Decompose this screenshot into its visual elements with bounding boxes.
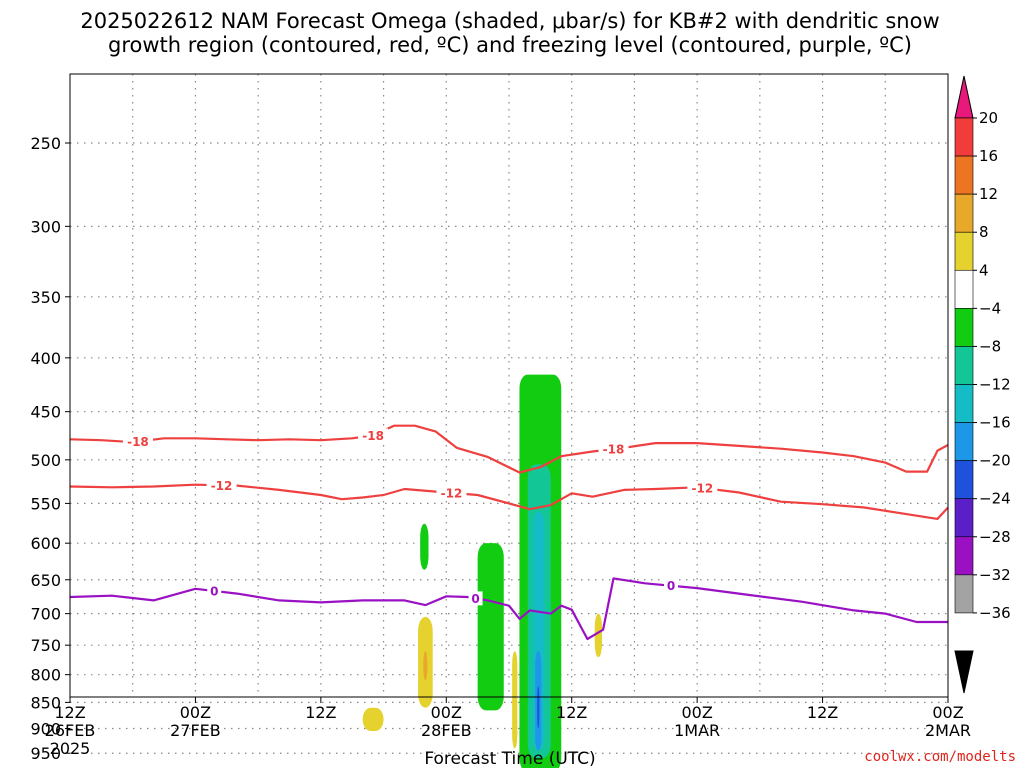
contour-line (69, 424, 949, 474)
colorbar-top-arrow (954, 75, 974, 119)
colorbar-label: 20 (979, 109, 998, 127)
y-tick-label: 300 (30, 217, 61, 236)
x-tick-label: 28FEB (421, 721, 472, 740)
contour-label: -18 (127, 435, 149, 449)
y-tick-label: 450 (30, 403, 61, 422)
contour-label-bg (358, 428, 389, 443)
contour-label-bg (206, 478, 237, 493)
colorbar-label: −8 (979, 337, 1001, 355)
contour-label-bg (664, 578, 679, 593)
contour-label: -12 (441, 486, 463, 500)
colorbar-label: −28 (979, 528, 1011, 546)
y-tick-label: 900 (30, 720, 61, 739)
colorbar-bin (954, 346, 974, 385)
contour-label-bg (207, 583, 222, 598)
colorbar-label: −12 (979, 376, 1011, 394)
x-tick-label: 26FEB (45, 721, 96, 740)
colorbar-bin (954, 384, 974, 423)
colorbar-label: −36 (979, 604, 1011, 622)
contour-line (69, 577, 948, 641)
colorbar-label: 16 (979, 147, 998, 165)
x-tick-label: 2025 (50, 739, 91, 758)
omega-region (537, 685, 540, 729)
colorbar-label: 4 (979, 261, 989, 279)
contour-label-bg (687, 480, 718, 495)
colorbar-label: −24 (979, 490, 1011, 508)
x-axis-label: Forecast Time (UTC) (424, 749, 595, 768)
omega-region (512, 651, 518, 749)
omega-region (362, 707, 384, 732)
colorbar-bin (954, 422, 974, 461)
contour-label-bg (436, 485, 467, 500)
colorbar-label: −16 (979, 414, 1011, 432)
x-tick-label: 2MAR (925, 721, 971, 740)
y-tick-label: 950 (30, 744, 61, 763)
colorbar-bin (954, 231, 974, 271)
omega-region (594, 613, 603, 658)
omega-region (477, 543, 504, 711)
x-tick-label: 00Z (681, 703, 712, 722)
contour-label-bg (468, 591, 483, 606)
colorbar-label: −4 (979, 299, 1001, 317)
grid-lines (70, 74, 948, 754)
x-tick-label: 12Z (807, 703, 838, 722)
x-tick-label: 00Z (932, 703, 963, 722)
x-tick-label: 00Z (431, 703, 462, 722)
y-tick-label: 750 (30, 636, 61, 655)
contour-label-bg (598, 442, 629, 457)
x-tick-label: 12Z (305, 703, 336, 722)
chart-title-line-2: growth region (contoured, red, ºC) and f… (108, 33, 912, 57)
contour-label: -12 (211, 479, 233, 493)
x-tick-label: 1MAR (674, 721, 720, 740)
y-tick-label: 850 (30, 693, 61, 712)
colorbar-label: −20 (979, 452, 1011, 470)
y-tick-label: 350 (30, 288, 61, 307)
colorbar-bin (954, 155, 974, 195)
colorbar-bin (954, 269, 974, 309)
colorbar-bin (954, 460, 974, 500)
x-tick-label: 12Z (556, 703, 587, 722)
plot-frame (69, 73, 949, 698)
x-tick-label: 27FEB (170, 721, 221, 740)
contour-label: 0 (667, 579, 675, 593)
contour-line (69, 483, 949, 520)
colorbar-label: 12 (979, 185, 998, 203)
y-tick-label: 400 (30, 349, 61, 368)
site-credit: coolwx.com/modelts (864, 749, 1016, 765)
colorbar-bin (954, 574, 974, 614)
omega-region (423, 651, 428, 681)
chart-title-line-1: 2025022612 NAM Forecast Omega (shaded, μ… (80, 9, 939, 33)
omega-region (420, 523, 429, 570)
contour-lines: -18 -18 -18 -12 -12 -12 0 0 0 (69, 424, 949, 641)
y-tick-label: 600 (30, 534, 61, 553)
colorbar-label: 8 (979, 223, 989, 241)
y-axis-ticks: 250 300 350 400 450 500 550 600 650 700 750 800 850 9… (20, 134, 70, 768)
contour-label-bg (122, 434, 153, 449)
colorbar-bin (954, 536, 974, 576)
contour-label: -18 (603, 443, 625, 457)
y-tick-label: 550 (30, 494, 61, 513)
colorbar-bin (954, 498, 974, 538)
y-tick-label: 500 (30, 451, 61, 470)
x-tick-label: 12Z (54, 703, 85, 722)
colorbar-bin (954, 193, 974, 233)
colorbar-bin (954, 117, 974, 157)
y-tick-label: 650 (30, 571, 61, 590)
contour-label: 0 (210, 584, 218, 598)
colorbar-bin (954, 308, 974, 347)
contour-label: -12 (692, 481, 714, 495)
y-tick-label: 250 (30, 134, 61, 153)
colorbar: 20 16 12 8 4 −4 −8 −12 −16 −20 −24 −28 −32 −36 (954, 75, 1011, 694)
colorbar-label: −32 (979, 566, 1011, 584)
x-tick-label: 00Z (180, 703, 211, 722)
contour-label: -18 (362, 429, 384, 443)
contour-label: 0 (471, 592, 479, 606)
y-tick-label: 800 (30, 666, 61, 685)
y-tick-label: 700 (30, 605, 61, 624)
colorbar-bottom-arrow (954, 650, 974, 694)
omega-shading (362, 374, 603, 768)
